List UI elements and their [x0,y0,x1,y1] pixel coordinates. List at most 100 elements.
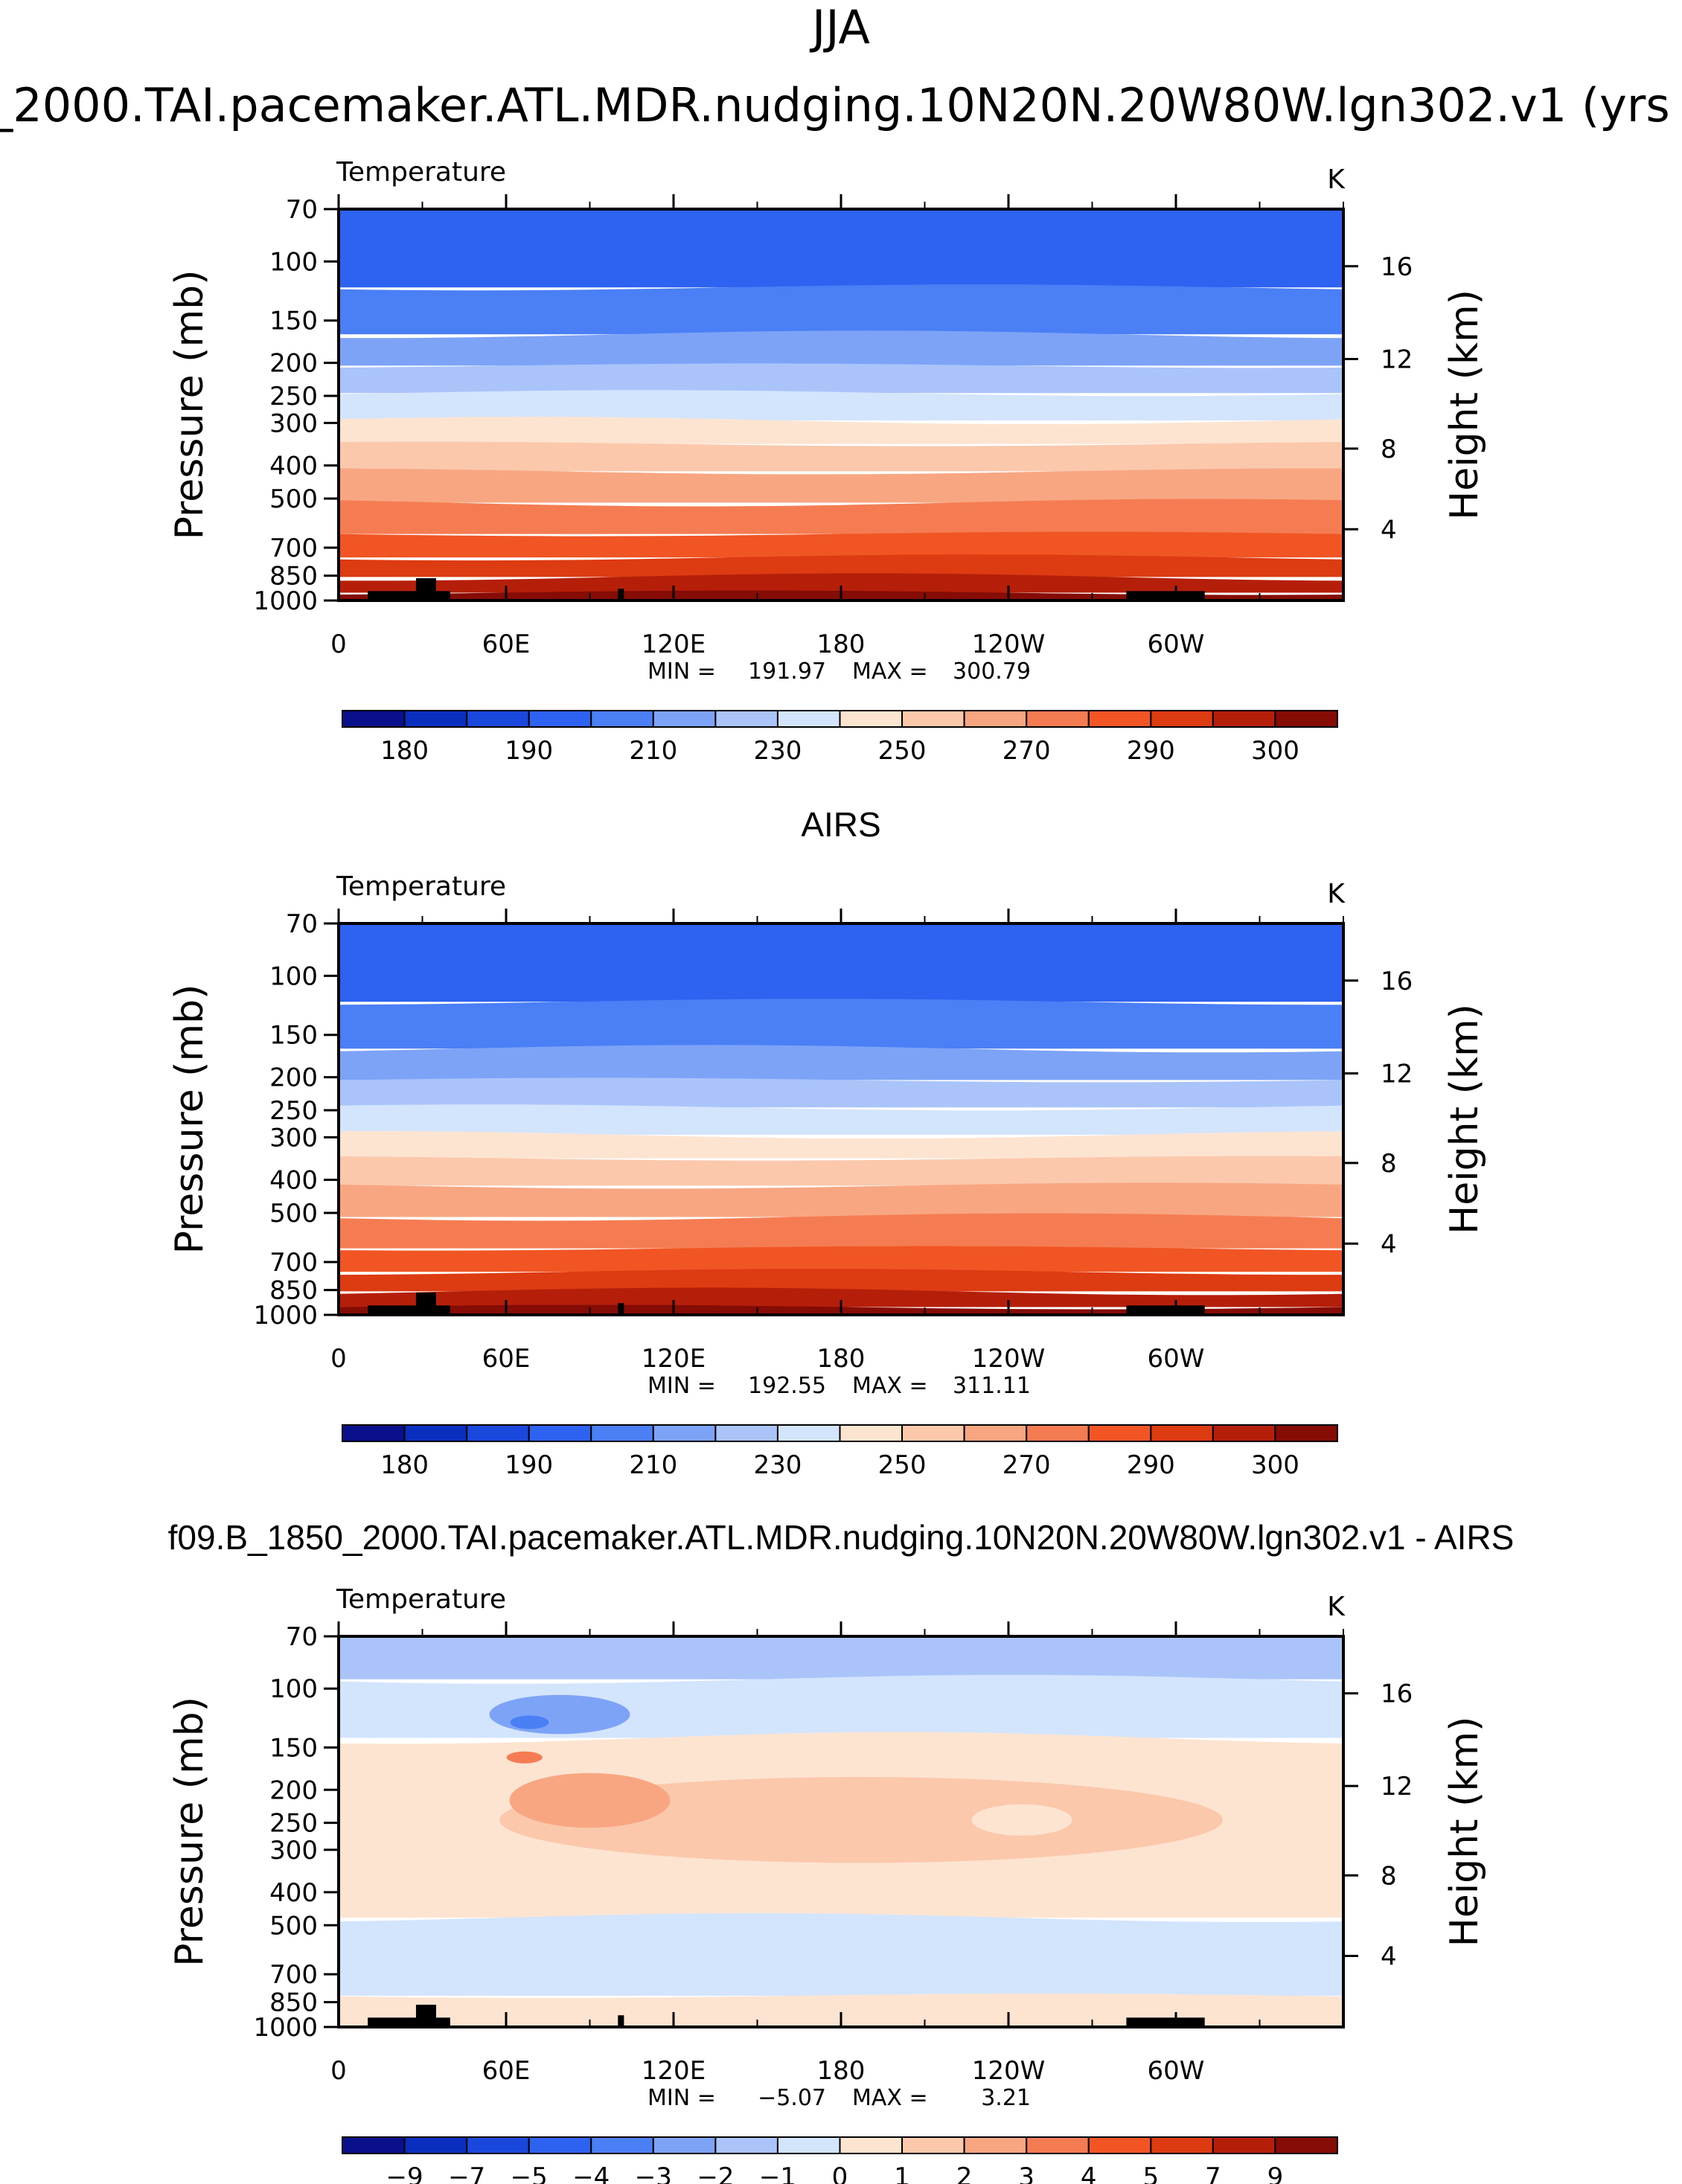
temperature-layer [339,284,1343,335]
cold-anomaly [489,1694,630,1735]
colorbar-swatch [1150,1424,1214,1442]
colorbar-swatch [466,2136,530,2154]
terrain [368,2005,1205,2027]
y-tick-label: 300 [269,1836,318,1866]
x-tick-label: 60E [482,1344,531,1374]
y-tick-label: 1000 [253,1301,318,1330]
min-value: 191.97 [748,659,826,685]
colorbar-label: 4 [1081,2162,1097,2184]
max-value: 311.11 [953,1373,1031,1399]
field-layers [339,923,1343,1315]
y-axis-title: Pressure (mb) [167,270,212,540]
field-layers [339,209,1343,601]
colorbar-label: 180 [380,736,429,766]
y-tick-label: 250 [269,1096,318,1126]
min-label: MIN = [647,659,716,685]
diff-layer [339,1674,1343,1738]
y-tick-label: 100 [269,247,318,277]
panel-title: f09.B_1850_2000.TAI.pacemaker.ATL.MDR.nu… [168,1518,1515,1557]
neutral-patch [971,1804,1072,1836]
y-tick-label: 400 [269,452,318,481]
colorbar-label: −2 [697,2162,734,2184]
y-tick-label: 850 [269,1988,318,2018]
colorbar-label: 270 [1003,736,1051,766]
colorbar-swatch [776,710,841,728]
colorbar-label: 210 [629,1450,677,1480]
temperature-layer [339,1045,1343,1080]
colorbar-swatch [714,1424,778,1442]
terrain-block [415,578,436,601]
colorbar-label: −4 [572,2162,610,2184]
temperature-layer [339,999,1343,1049]
colorbar-swatch [714,710,778,728]
y-axis-title: Pressure (mb) [167,1697,212,1967]
y-tick-label: 500 [269,1199,318,1229]
height-tick-label: 4 [1381,515,1397,545]
colorbar-label: 190 [505,1450,553,1480]
y-tick-label: 150 [269,1733,318,1763]
y-tick-label: 200 [269,349,318,379]
terrain-block [1126,1305,1205,1315]
colorbar-swatch [901,2136,965,2154]
x-tick-label: 120W [972,630,1046,659]
colorbar-label: 270 [1003,1450,1051,1480]
y-tick-label: 250 [269,382,318,411]
colorbar-swatch [901,1424,965,1442]
height-tick-label: 12 [1381,1059,1413,1089]
terrain [368,578,1205,601]
colorbar-label: 190 [505,736,553,766]
colorbar-swatch [528,710,592,728]
height-tick-label: 4 [1381,1229,1397,1259]
terrain-block [1126,591,1205,601]
y-tick-label: 700 [269,534,318,563]
colorbar-label: 3 [1018,2162,1035,2184]
max-value: 300.79 [953,659,1031,685]
terrain-block [618,1303,624,1315]
height-tick-label: 16 [1381,1679,1413,1709]
temperature-layer [339,1246,1343,1272]
right-axis-title: Height (km) [1442,1004,1487,1234]
colorbar-label: 1 [894,2162,910,2184]
colorbar-label: 180 [380,1450,429,1480]
temperature-layer [339,1077,1343,1108]
y-tick-label: 700 [269,1248,318,1278]
temperature-layer [339,417,1343,444]
variable-label: Temperature [336,157,506,188]
colorbar-swatch [403,1424,468,1442]
warm-anomaly [499,1777,1223,1863]
temperature-layer [339,1131,1343,1159]
right-axis-title: Height (km) [1442,289,1487,520]
colorbar-swatch [1212,1424,1276,1442]
warm-anomaly-peak [506,1751,543,1764]
y-tick-label: 700 [269,1960,318,1990]
colorbar-swatch [776,1424,841,1442]
x-tick-label: 120E [642,2056,706,2086]
variable-label: Temperature [336,1584,506,1615]
x-tick-label: 60W [1148,630,1205,659]
colorbar-label: 7 [1205,2162,1221,2184]
colorbar: −9 −7 −5 −4 −3 −2 −1 0 1 2 3 4 5 7 9 [342,2136,1338,2184]
colorbar-swatch [403,710,468,728]
colorbar-swatch [963,1424,1028,1442]
colorbar-swatch [1087,1424,1152,1442]
variable-label: Temperature [336,871,506,902]
colorbar-swatch [1274,1424,1338,1442]
temperature-layer [339,554,1343,577]
colorbar-label: 230 [753,736,802,766]
colorbar-swatch [1026,710,1090,728]
x-tick-label: 60E [482,630,531,659]
max-label: MAX = [852,1373,928,1399]
colorbar-label: 0 [832,2162,848,2184]
colorbar-swatch [963,710,1028,728]
panel-3: f09.B_1850_2000.TAI.pacemaker.ATL.MDR.nu… [167,1518,1514,2184]
colorbar-swatch [528,1424,592,1442]
x-tick-label: 0 [330,1344,347,1374]
colorbar-swatch [776,2136,841,2154]
colorbar-swatch [1212,2136,1276,2154]
right-axis-title: Height (km) [1442,1717,1487,1947]
colorbar-swatch [1150,710,1214,728]
temperature-layer [339,209,1343,288]
x-tick-label: 120W [972,2056,1046,2086]
colorbar-swatch [528,2136,592,2154]
min-label: MIN = [647,1373,716,1399]
